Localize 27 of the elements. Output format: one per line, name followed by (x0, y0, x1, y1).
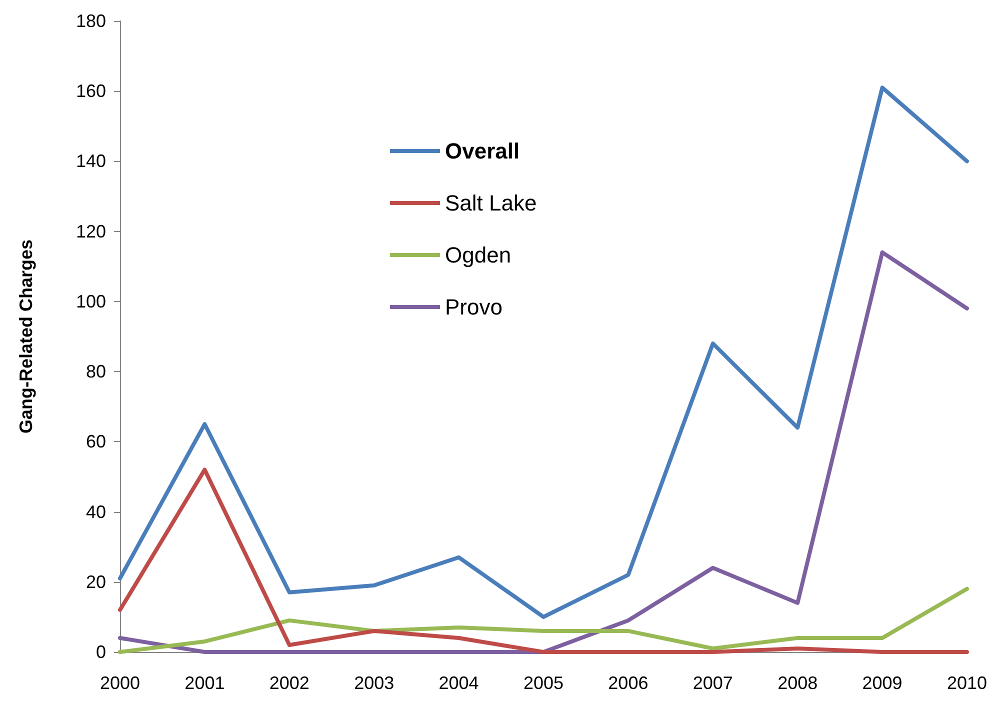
y-tick-label: 180 (76, 11, 106, 31)
y-tick-label: 120 (76, 221, 106, 242)
x-tick-label: 2004 (438, 673, 479, 693)
legend-label: Provo (445, 294, 502, 320)
y-tick-label: 60 (86, 432, 106, 452)
x-tick-label: 2001 (184, 673, 225, 693)
x-tick-label: 2000 (100, 673, 140, 693)
x-tick-label: 2005 (523, 673, 564, 693)
y-tick-label: 20 (86, 572, 106, 592)
y-tick-label: 0 (96, 642, 106, 662)
legend-label: Overall (445, 138, 520, 164)
x-tick-label: 2010 (946, 673, 987, 693)
x-tick-label: 2002 (269, 673, 310, 693)
line-series (118, 86, 969, 619)
y-tick-label: 160 (76, 81, 106, 102)
legend-label: Salt Lake (445, 190, 537, 216)
x-tick-label: 2006 (608, 673, 648, 693)
y-tick-label: 80 (86, 362, 106, 382)
x-tick-label: 2003 (354, 673, 394, 693)
y-tick-label: 40 (86, 502, 106, 522)
x-tick-label: 2009 (862, 673, 902, 693)
y-axis-title: Gang-Related Charges (16, 239, 36, 434)
y-tick-label: 140 (76, 151, 106, 172)
x-tick-label: 2008 (778, 673, 818, 693)
legend-label: Ogden (445, 242, 512, 268)
y-tick-label: 100 (76, 291, 106, 312)
x-tick-label: 2007 (692, 673, 733, 693)
